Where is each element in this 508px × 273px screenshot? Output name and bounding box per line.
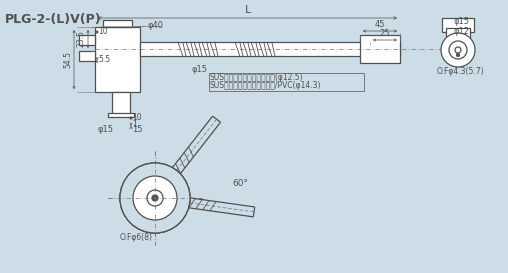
Bar xyxy=(103,20,132,27)
Bar xyxy=(79,35,95,45)
Text: 45: 45 xyxy=(375,20,385,29)
Text: SUSインターロックチューブ/PVC(φ14.3): SUSインターロックチューブ/PVC(φ14.3) xyxy=(210,82,322,91)
Circle shape xyxy=(449,41,467,59)
Circle shape xyxy=(455,47,461,53)
Text: φ40: φ40 xyxy=(148,22,164,31)
Text: O.Fφ6(8): O.Fφ6(8) xyxy=(120,233,153,242)
Text: 10: 10 xyxy=(98,28,108,37)
Circle shape xyxy=(133,176,177,220)
Text: φ12: φ12 xyxy=(454,28,470,37)
Text: φ15: φ15 xyxy=(192,66,208,75)
Circle shape xyxy=(147,190,163,206)
Text: 25: 25 xyxy=(380,29,390,38)
Text: 5.5: 5.5 xyxy=(98,55,110,64)
Text: 15: 15 xyxy=(132,126,143,135)
Bar xyxy=(95,27,140,92)
Circle shape xyxy=(120,163,190,233)
Bar xyxy=(446,28,470,38)
Circle shape xyxy=(441,33,475,67)
Text: 1: 1 xyxy=(132,120,137,129)
Circle shape xyxy=(457,54,460,57)
Bar xyxy=(112,92,130,114)
Text: O.Fφ4.3(5.7): O.Fφ4.3(5.7) xyxy=(437,67,485,76)
Circle shape xyxy=(120,163,190,233)
Bar xyxy=(360,35,400,63)
Circle shape xyxy=(133,176,177,220)
Bar xyxy=(140,42,400,56)
Text: SUSインターロックチューブ(φ12.5): SUSインターロックチューブ(φ12.5) xyxy=(210,73,304,82)
Circle shape xyxy=(133,176,177,220)
Bar xyxy=(79,51,95,61)
Bar xyxy=(442,18,474,32)
Circle shape xyxy=(152,195,158,201)
Circle shape xyxy=(152,195,158,201)
Text: 60°: 60° xyxy=(232,179,248,188)
Text: φ15: φ15 xyxy=(454,17,470,26)
Bar xyxy=(108,113,134,117)
Text: L: L xyxy=(244,5,250,15)
Circle shape xyxy=(147,190,163,206)
Circle shape xyxy=(120,163,190,233)
Text: 54.5: 54.5 xyxy=(63,51,72,68)
Bar xyxy=(209,73,364,91)
Text: PLG-2-(L)V(P): PLG-2-(L)V(P) xyxy=(5,13,102,26)
Text: φ15: φ15 xyxy=(98,126,114,135)
Circle shape xyxy=(147,190,163,206)
Circle shape xyxy=(152,195,158,201)
Text: 23.5: 23.5 xyxy=(77,31,86,48)
Text: 10: 10 xyxy=(132,114,142,123)
